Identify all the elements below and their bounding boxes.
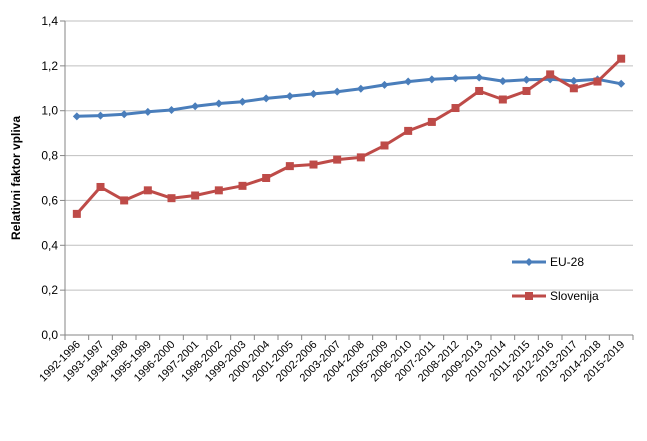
data-point xyxy=(143,186,152,195)
data-point xyxy=(238,97,247,106)
data-point xyxy=(262,174,271,182)
data-point xyxy=(569,84,578,93)
legend: EU-28 Slovenija xyxy=(512,255,599,303)
series xyxy=(72,54,626,218)
legend-marker xyxy=(525,258,533,266)
data-point xyxy=(617,79,626,88)
legend-label: Slovenija xyxy=(550,289,599,303)
data-point xyxy=(285,92,294,101)
data-point xyxy=(333,155,342,164)
data-point xyxy=(167,194,176,203)
data-point xyxy=(262,94,271,103)
data-point xyxy=(522,86,531,95)
y-tick-label: 0,8 xyxy=(41,149,58,163)
y-axis-label: Relativni faktor vpliva xyxy=(9,116,23,240)
y-tick-label: 1,2 xyxy=(41,59,58,73)
data-point xyxy=(167,106,176,115)
data-point xyxy=(617,54,626,63)
data-point xyxy=(451,104,460,113)
legend-label: EU-28 xyxy=(550,255,584,269)
data-point xyxy=(356,84,365,93)
data-point xyxy=(569,76,578,85)
data-point xyxy=(498,95,507,104)
data-point xyxy=(593,77,602,86)
data-point xyxy=(333,87,342,96)
data-point xyxy=(120,196,129,205)
data-point xyxy=(120,110,129,119)
y-tick-label: 0,0 xyxy=(41,328,58,342)
data-point xyxy=(72,112,81,121)
y-tick-label: 0,2 xyxy=(41,283,58,297)
data-point xyxy=(214,99,223,108)
y-tick-label: 1,4 xyxy=(41,14,58,28)
data-point xyxy=(285,162,294,171)
data-point xyxy=(96,111,105,120)
data-point xyxy=(427,75,436,84)
y-tick-label: 0,4 xyxy=(41,238,58,252)
y-tick-label: 0,6 xyxy=(41,193,58,207)
data-point xyxy=(309,89,318,98)
x-tick-labels: 1992-19961993-19971994-19981995-19991996… xyxy=(37,339,627,385)
data-point xyxy=(238,181,247,190)
y-tick-labels: 0,0 0,2 0,4 0,6 0,8 1,0 1,2 1,4 xyxy=(41,14,58,342)
data-point xyxy=(404,77,413,86)
data-point xyxy=(380,141,389,150)
data-point xyxy=(356,153,365,162)
data-point xyxy=(451,74,460,83)
data-point xyxy=(475,86,484,95)
data-point xyxy=(475,73,484,82)
data-point xyxy=(96,182,105,191)
data-point xyxy=(191,191,200,200)
data-point xyxy=(380,80,389,89)
data-point xyxy=(214,186,223,195)
legend-marker xyxy=(525,292,533,300)
gridlines xyxy=(65,20,633,291)
series-line-slovenija xyxy=(75,57,623,215)
data-point xyxy=(191,102,200,111)
data-point xyxy=(546,70,555,79)
data-point xyxy=(427,117,436,126)
data-point xyxy=(498,77,507,86)
axes xyxy=(60,20,634,340)
y-tick-label: 1,0 xyxy=(41,104,58,118)
data-point xyxy=(72,209,81,218)
data-point xyxy=(404,126,413,135)
data-point xyxy=(143,107,152,116)
data-point xyxy=(309,160,318,169)
data-point xyxy=(522,75,531,84)
